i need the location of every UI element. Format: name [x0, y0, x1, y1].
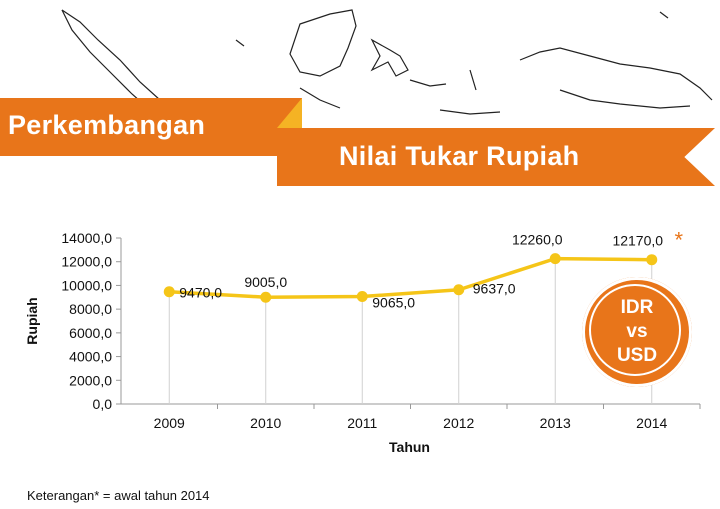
y-axis-title: Rupiah [24, 297, 40, 344]
y-tick-label: 8000,0 [69, 301, 112, 317]
data-point [163, 286, 175, 298]
idr-vs-usd-badge: IDR vs USD [582, 277, 692, 387]
data-point [356, 291, 368, 303]
x-tick-label: 2009 [154, 415, 185, 431]
x-tick-label: 2014 [636, 415, 667, 431]
data-point [260, 291, 272, 303]
data-label: 12170,0 [612, 233, 663, 249]
badge-text: IDR vs USD [582, 296, 692, 368]
asterisk-annotation: * [674, 228, 683, 253]
y-tick-label: 2000,0 [69, 372, 112, 388]
title-banner-bottom: Nilai Tukar Rupiah [277, 128, 715, 186]
footnote: Keterangan* = awal tahun 2014 [27, 488, 210, 503]
y-tick-label: 14000,0 [61, 230, 112, 246]
badge-line-vs: vs [626, 321, 648, 342]
data-label: 9637,0 [473, 281, 516, 297]
title-line-2: Nilai Tukar Rupiah [339, 141, 580, 171]
x-tick-label: 2010 [250, 415, 281, 431]
badge-line-idr: IDR [620, 297, 654, 318]
data-label: 9065,0 [372, 295, 415, 311]
data-point [549, 253, 561, 265]
title-line-1: Perkembangan [8, 110, 206, 140]
data-label: 9005,0 [244, 274, 287, 290]
data-point [453, 284, 465, 296]
badge-line-usd: USD [616, 345, 658, 366]
data-label: 9470,0 [179, 285, 222, 301]
y-tick-label: 4000,0 [69, 349, 112, 365]
y-tick-label: 12000,0 [61, 254, 112, 270]
y-tick-label: 10000,0 [61, 277, 112, 293]
y-tick-label: 6000,0 [69, 325, 112, 341]
badge-ring [589, 284, 681, 376]
title-banner-top: Perkembangan [0, 98, 302, 156]
y-tick-label: 0,0 [93, 396, 113, 412]
x-axis-title: Tahun [389, 439, 430, 455]
x-tick-label: 2012 [443, 415, 474, 431]
data-label: 12260,0 [512, 232, 563, 248]
x-tick-label: 2013 [540, 415, 571, 431]
data-point [646, 254, 658, 266]
x-tick-label: 2011 [347, 415, 377, 431]
series-line [169, 256, 652, 299]
